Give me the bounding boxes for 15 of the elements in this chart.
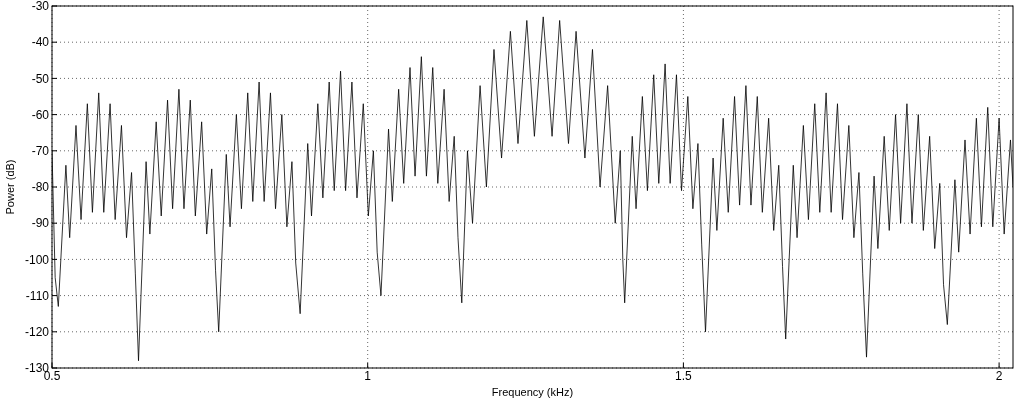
y-tick-label: -100	[24, 252, 50, 267]
x-tick-label: 1	[364, 369, 372, 383]
y-tick-label: -50	[31, 71, 50, 86]
y-tick-label: -30	[31, 0, 50, 14]
y-tick-label: -120	[24, 325, 50, 339]
x-axis-title: Frequency (kHz)	[491, 386, 574, 398]
y-tick-label: -80	[31, 180, 50, 195]
y-tick-label: -90	[31, 216, 50, 231]
y-tick-label: -70	[31, 144, 50, 158]
y-axis-title: Power (dB)	[4, 159, 16, 215]
y-tick-label: -60	[31, 107, 50, 122]
x-tick-label: 1.5	[675, 369, 693, 383]
x-tick-label: 2	[995, 369, 1003, 383]
y-tick-label: -110	[25, 288, 50, 303]
y-tick-label: -40	[31, 35, 50, 50]
